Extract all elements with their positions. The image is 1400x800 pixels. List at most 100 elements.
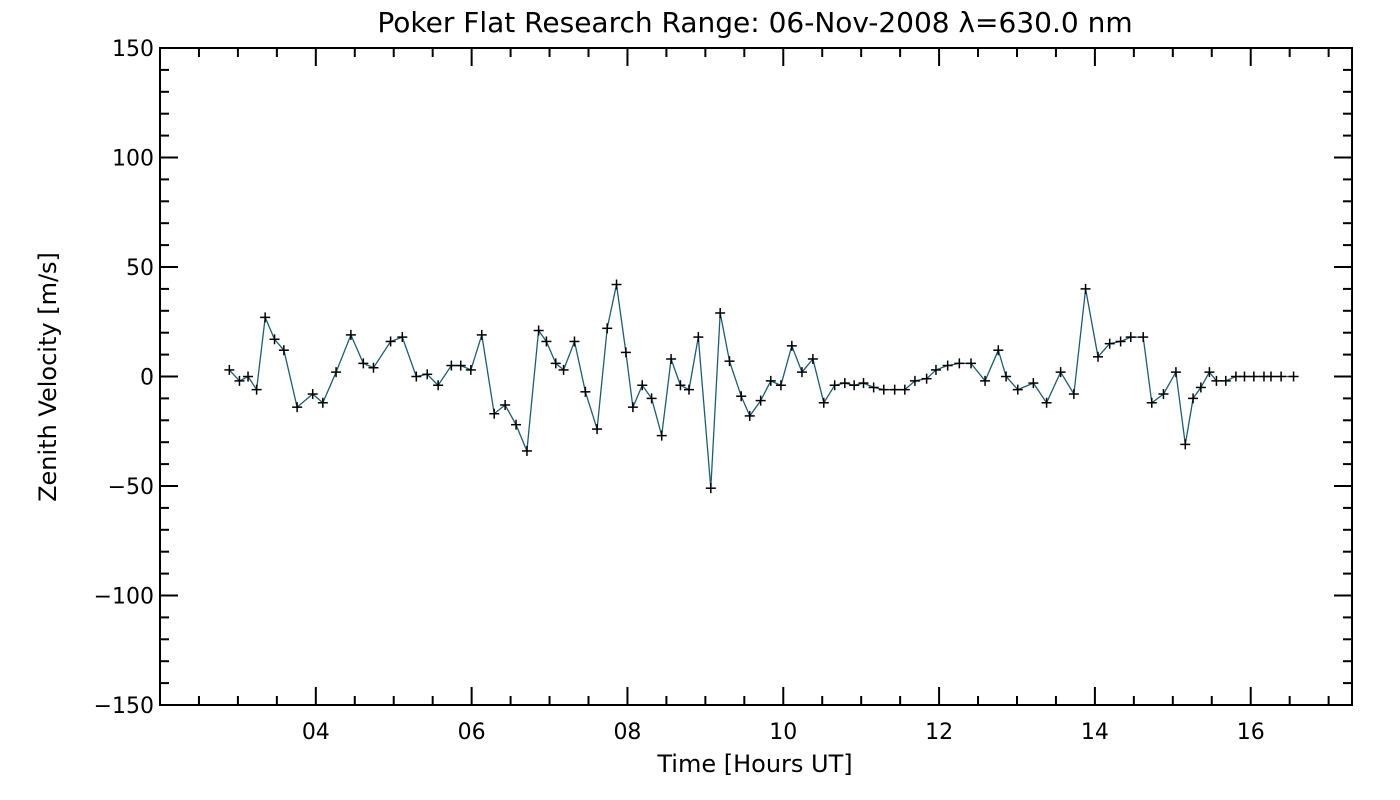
data-point (1158, 389, 1169, 400)
y-tick-label: 0 (140, 366, 154, 391)
data-point (1001, 371, 1012, 382)
series-line (228, 284, 1294, 489)
data-point (1265, 371, 1276, 382)
data-point (849, 380, 860, 391)
data-point (1041, 397, 1052, 408)
data-point (1170, 367, 1181, 378)
data-point (637, 380, 648, 391)
data-point (446, 360, 457, 371)
data-point (558, 364, 569, 375)
data-point (807, 353, 818, 364)
data-point (675, 380, 686, 391)
data-point (942, 360, 953, 371)
data-point (422, 369, 433, 380)
data-point (1288, 371, 1299, 382)
data-point (1028, 378, 1039, 389)
data-point (666, 353, 677, 364)
data-point (385, 336, 396, 347)
data-point (930, 364, 941, 375)
data-point (899, 384, 910, 395)
x-tick-label: 04 (302, 720, 330, 745)
data-point (307, 389, 318, 400)
data-point (1138, 332, 1149, 343)
data-point (620, 347, 631, 358)
y-axis-title: Zenith Velocity [m/s] (34, 252, 62, 502)
data-point (796, 367, 807, 378)
y-tick-label: −50 (108, 475, 154, 500)
data-point (602, 323, 613, 334)
data-point (465, 364, 476, 375)
data-point (993, 345, 1004, 356)
y-axis: −150 −100 −50 0 50 100 150 (94, 37, 1352, 719)
data-point (260, 312, 271, 323)
data-point (1115, 336, 1126, 347)
x-tick-label: 16 (1237, 720, 1265, 745)
data-point (656, 430, 667, 441)
data-point (1068, 389, 1079, 400)
data-point (683, 384, 694, 395)
data-point (786, 340, 797, 351)
data-point (1055, 367, 1066, 378)
data-point (224, 364, 235, 375)
data-point (954, 358, 965, 369)
data-point (839, 378, 850, 389)
data-point (278, 345, 289, 356)
y-tick-label: −100 (94, 585, 154, 610)
data-point (1276, 371, 1287, 382)
data-point (909, 375, 920, 386)
data-point (1012, 384, 1023, 395)
data-point (243, 371, 254, 382)
y-tick-label: 50 (126, 256, 154, 281)
data-point (580, 386, 591, 397)
data-point (569, 336, 580, 347)
data-point (1080, 283, 1091, 294)
data-point (592, 424, 603, 435)
data-point (533, 325, 544, 336)
series-markers (224, 279, 1299, 494)
data-point (1204, 367, 1215, 378)
x-tick-label: 06 (458, 720, 486, 745)
x-tick-label: 12 (925, 720, 953, 745)
x-axis-title: Time [Hours UT] (656, 750, 852, 778)
data-point (1188, 393, 1199, 404)
data-point (358, 358, 369, 369)
data-point (1125, 332, 1136, 343)
data-point (1093, 351, 1104, 362)
data-point (433, 380, 444, 391)
data-point (489, 408, 500, 419)
data-point (889, 384, 900, 395)
data-point (1239, 371, 1250, 382)
data-point (521, 445, 532, 456)
data-point (705, 483, 716, 494)
data-point (411, 371, 422, 382)
data-point (1220, 375, 1231, 386)
data-point (858, 378, 869, 389)
data-point (693, 332, 704, 343)
y-tick-label: 100 (112, 147, 154, 172)
data-point (1195, 382, 1206, 393)
data-point (736, 391, 747, 402)
data-point (541, 336, 552, 347)
data-point (715, 307, 726, 318)
data-point (1230, 371, 1241, 382)
series-zenith-velocity (228, 284, 1294, 489)
data-point (317, 397, 328, 408)
data-point (511, 419, 522, 430)
data-point (269, 334, 280, 345)
data-point (397, 332, 408, 343)
data-point (765, 375, 776, 386)
x-tick-label: 10 (769, 720, 797, 745)
data-point (251, 384, 262, 395)
data-point (1248, 371, 1259, 382)
data-point (646, 393, 657, 404)
data-point (476, 329, 487, 340)
data-point (829, 380, 840, 391)
data-point (500, 399, 511, 410)
data-point (921, 373, 932, 384)
data-point (818, 397, 829, 408)
data-point (611, 279, 622, 290)
data-point (368, 362, 379, 373)
data-point (1211, 375, 1222, 386)
y-tick-label: 150 (112, 37, 154, 62)
